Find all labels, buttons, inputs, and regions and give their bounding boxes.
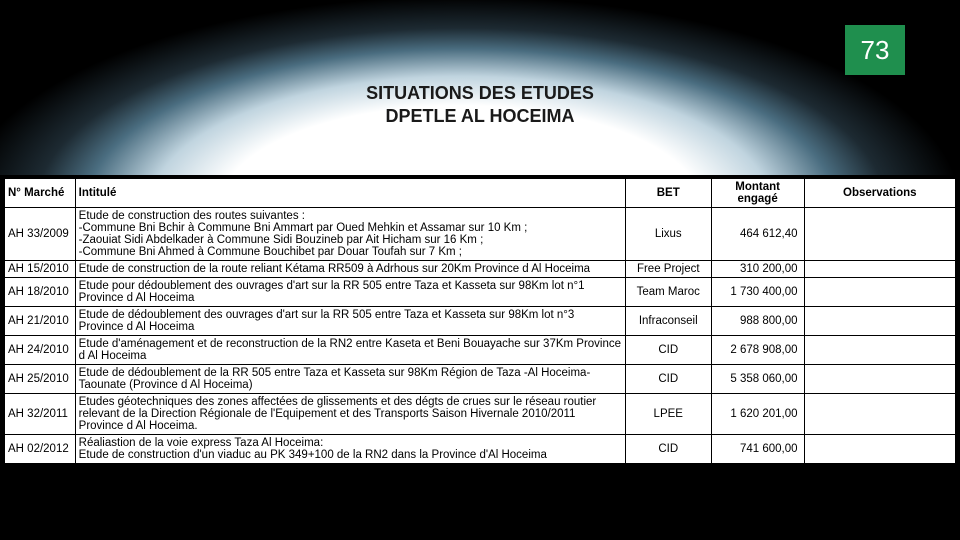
cell-bet: Lixus <box>625 208 711 261</box>
title-line-1: SITUATIONS DES ETUDES <box>0 82 960 105</box>
cell-bet: Team Maroc <box>625 278 711 307</box>
table-row: AH 18/2010Etude pour dédoublement des ou… <box>5 278 956 307</box>
cell-observations <box>804 307 955 336</box>
cell-montant: 5 358 060,00 <box>711 365 804 394</box>
cell-montant: 2 678 908,00 <box>711 336 804 365</box>
table-row: AH 24/2010Etude d'aménagement et de reco… <box>5 336 956 365</box>
cell-observations <box>804 336 955 365</box>
col-header-observations: Observations <box>804 179 955 208</box>
cell-marche: AH 02/2012 <box>5 435 76 464</box>
cell-intitule: Etude de dédoublement des ouvrages d'art… <box>75 307 625 336</box>
cell-bet: CID <box>625 435 711 464</box>
cell-marche: AH 18/2010 <box>5 278 76 307</box>
table-row: AH 32/2011Etudes géotechniques des zones… <box>5 394 956 435</box>
cell-observations <box>804 208 955 261</box>
cell-montant: 310 200,00 <box>711 261 804 278</box>
col-header-intitule: Intitulé <box>75 179 625 208</box>
cell-intitule: Etude de construction des routes suivant… <box>75 208 625 261</box>
cell-intitule: Réaliastion de la voie express Taza Al H… <box>75 435 625 464</box>
cell-intitule: Etude de dédoublement de la RR 505 entre… <box>75 365 625 394</box>
cell-marche: AH 21/2010 <box>5 307 76 336</box>
col-header-marche: N° Marché <box>5 179 76 208</box>
cell-montant: 464 612,40 <box>711 208 804 261</box>
table-row: AH 21/2010Etude de dédoublement des ouvr… <box>5 307 956 336</box>
cell-montant: 988 800,00 <box>711 307 804 336</box>
cell-bet: Free Project <box>625 261 711 278</box>
cell-marche: AH 32/2011 <box>5 394 76 435</box>
page-number-text: 73 <box>861 35 890 66</box>
cell-bet: CID <box>625 365 711 394</box>
cell-montant: 1 620 201,00 <box>711 394 804 435</box>
page-number-badge: 73 <box>845 25 905 75</box>
cell-observations <box>804 278 955 307</box>
cell-bet: CID <box>625 336 711 365</box>
cell-marche: AH 33/2009 <box>5 208 76 261</box>
table-row: AH 15/2010Etude de construction de la ro… <box>5 261 956 278</box>
cell-observations <box>804 365 955 394</box>
cell-montant: 1 730 400,00 <box>711 278 804 307</box>
table-row: AH 33/2009Etude de construction des rout… <box>5 208 956 261</box>
cell-marche: AH 15/2010 <box>5 261 76 278</box>
cell-intitule: Etude pour dédoublement des ouvrages d'a… <box>75 278 625 307</box>
studies-table: N° Marché Intitulé BET Montant engagé Ob… <box>4 178 956 464</box>
cell-observations <box>804 261 955 278</box>
col-header-bet: BET <box>625 179 711 208</box>
cell-intitule: Etudes géotechniques des zones affectées… <box>75 394 625 435</box>
cell-marche: AH 25/2010 <box>5 365 76 394</box>
table-row: AH 02/2012Réaliastion de la voie express… <box>5 435 956 464</box>
cell-observations <box>804 394 955 435</box>
studies-table-wrap: N° Marché Intitulé BET Montant engagé Ob… <box>4 178 956 464</box>
cell-intitule: Etude de construction de la route relian… <box>75 261 625 278</box>
cell-intitule: Etude d'aménagement et de reconstruction… <box>75 336 625 365</box>
title-line-2: DPETLE AL HOCEIMA <box>0 105 960 128</box>
slide-title: SITUATIONS DES ETUDES DPETLE AL HOCEIMA <box>0 82 960 127</box>
cell-bet: Infraconseil <box>625 307 711 336</box>
cell-montant: 741 600,00 <box>711 435 804 464</box>
cell-bet: LPEE <box>625 394 711 435</box>
col-header-montant: Montant engagé <box>711 179 804 208</box>
table-row: AH 25/2010Etude de dédoublement de la RR… <box>5 365 956 394</box>
cell-marche: AH 24/2010 <box>5 336 76 365</box>
table-header-row: N° Marché Intitulé BET Montant engagé Ob… <box>5 179 956 208</box>
cell-observations <box>804 435 955 464</box>
